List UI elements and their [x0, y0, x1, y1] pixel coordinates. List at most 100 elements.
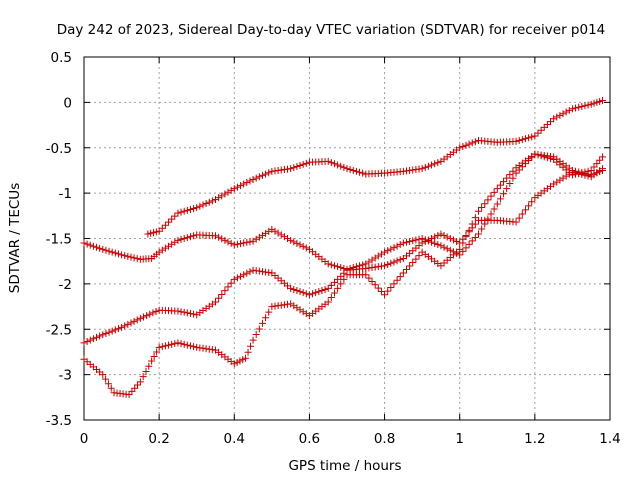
data-point: [255, 325, 263, 333]
data-point: [543, 120, 551, 128]
data-point: [190, 232, 198, 240]
data-point: [133, 316, 141, 324]
data-point: [352, 167, 360, 175]
data-point: [240, 180, 248, 188]
data-point: [547, 118, 555, 126]
data-point: [212, 232, 219, 240]
data-point: [296, 241, 304, 249]
data-point: [146, 310, 154, 318]
data-point: [478, 225, 486, 233]
data-point: [293, 239, 301, 247]
data-point: [471, 138, 479, 146]
data-point: [124, 320, 132, 328]
data-point: [224, 188, 232, 196]
data-point: [284, 235, 292, 242]
data-point: [528, 133, 536, 141]
data-point: [402, 266, 410, 274]
data-point: [387, 284, 395, 292]
x-tick-label: 0.8: [374, 431, 395, 447]
data-point: [493, 200, 501, 208]
data-point: [86, 336, 94, 344]
data-point: [362, 271, 370, 279]
data-point: [287, 236, 295, 244]
data-point: [287, 165, 295, 173]
data-point: [340, 275, 348, 283]
series-track-1: [80, 150, 606, 273]
data-point: [340, 269, 348, 277]
data-point: [271, 227, 279, 235]
data-point: [165, 218, 173, 226]
data-point: [118, 251, 126, 259]
data-point: [337, 162, 345, 170]
y-tick-label: -2.5: [46, 322, 72, 338]
data-point: [334, 284, 342, 292]
data-point: [356, 168, 364, 176]
data-point: [139, 313, 147, 321]
data-point: [540, 123, 548, 131]
data-point: [340, 163, 348, 171]
data-point: [459, 239, 467, 247]
data-point: [402, 238, 410, 246]
data-point: [237, 240, 245, 248]
data-point: [127, 319, 135, 327]
data-point: [233, 274, 241, 282]
data-point: [598, 166, 606, 174]
data-point: [205, 198, 213, 206]
data-point: [390, 244, 398, 252]
data-point: [104, 380, 112, 388]
y-tick-label: -3: [59, 368, 72, 384]
data-point: [324, 298, 332, 306]
y-tick-label: 0.5: [51, 50, 72, 66]
data-point: [99, 371, 107, 379]
data-point: [327, 261, 335, 269]
data-point: [481, 200, 489, 208]
data-point: [534, 129, 542, 137]
data-point: [186, 205, 194, 213]
data-point: [409, 259, 417, 267]
data-point: [218, 192, 226, 200]
data-point: [242, 354, 250, 362]
data-point: [221, 236, 229, 244]
data-point: [230, 241, 238, 249]
data-point: [158, 224, 166, 232]
data-point: [158, 343, 166, 351]
data-point: [174, 209, 182, 217]
data-point: [243, 238, 251, 246]
data-point: [443, 245, 451, 253]
x-tick-label: 1: [455, 431, 464, 447]
data-point: [324, 260, 332, 268]
data-point: [598, 97, 606, 105]
y-tick-label: -1: [59, 186, 72, 202]
data-point: [196, 202, 204, 210]
data-point: [437, 242, 445, 250]
data-point: [107, 384, 115, 392]
data-point: [215, 233, 223, 241]
data-point: [406, 262, 414, 270]
data-point: [359, 169, 367, 177]
data-point: [230, 275, 238, 283]
data-point: [224, 283, 232, 291]
data-point: [496, 195, 504, 203]
data-point: [334, 275, 342, 283]
data-point: [384, 287, 392, 295]
data-point: [99, 245, 107, 253]
data-point: [409, 237, 417, 245]
data-point: [471, 214, 479, 222]
data-point: [525, 134, 533, 142]
data-point: [465, 240, 473, 248]
data-point: [487, 192, 495, 200]
data-point: [149, 309, 157, 317]
data-point: [274, 229, 282, 237]
data-point: [431, 233, 439, 241]
data-point: [334, 263, 342, 271]
data-point: [233, 183, 241, 191]
data-point: [327, 159, 335, 167]
data-point: [237, 182, 245, 190]
data-point: [249, 176, 257, 184]
data-point: [418, 239, 426, 247]
data-series: [80, 97, 606, 399]
data-point: [243, 269, 251, 277]
data-point: [230, 185, 238, 193]
data-point: [133, 255, 141, 263]
